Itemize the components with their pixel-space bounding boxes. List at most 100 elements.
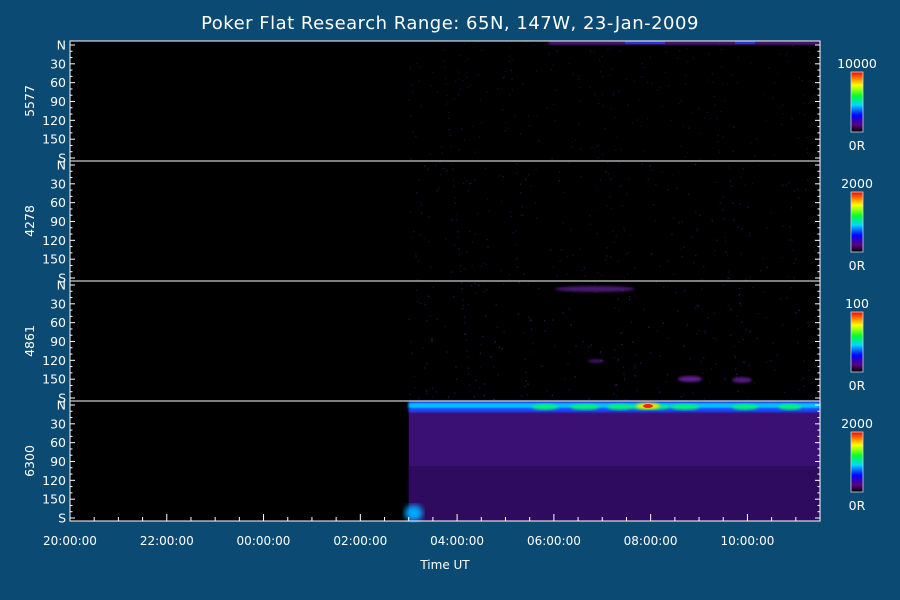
noise-pixel — [673, 273, 675, 275]
noise-pixel — [765, 361, 768, 364]
noise-pixel — [445, 83, 447, 85]
noise-pixel — [803, 102, 805, 104]
noise-pixel — [605, 254, 608, 256]
noise-pixel — [706, 111, 708, 113]
noise-pixel — [558, 171, 560, 173]
noise-pixel — [523, 332, 525, 334]
noise-pixel — [507, 127, 509, 129]
noise-pixel — [466, 350, 468, 352]
noise-pixel — [479, 367, 481, 369]
noise-pixel — [634, 267, 636, 270]
y-tick-label: 120 — [42, 113, 66, 128]
noise-pixel — [703, 265, 705, 268]
noise-pixel — [564, 378, 566, 380]
noise-pixel — [786, 52, 788, 54]
noise-pixel — [552, 64, 554, 66]
noise-pixel — [556, 50, 558, 52]
colorbar-frame — [850, 191, 864, 253]
noise-pixel — [578, 122, 580, 124]
noise-pixel — [666, 373, 669, 376]
noise-pixel — [468, 373, 470, 375]
noise-pixel — [475, 292, 477, 294]
noise-pixel — [505, 121, 507, 123]
noise-pixel — [423, 237, 425, 239]
noise-pixel — [659, 355, 661, 357]
noise-pixel — [457, 231, 459, 233]
noise-pixel — [779, 107, 781, 109]
noise-pixel — [593, 51, 596, 54]
noise-pixel — [474, 233, 476, 235]
noise-pixel — [691, 112, 693, 114]
noise-pixel — [442, 168, 445, 170]
noise-pixel — [803, 94, 806, 96]
noise-pixel — [741, 336, 743, 338]
noise-pixel — [458, 78, 460, 80]
noise-pixel — [764, 93, 766, 96]
y-tick-label: S — [58, 511, 66, 526]
noise-pixel — [606, 256, 608, 258]
noise-pixel — [629, 298, 631, 301]
noise-pixel — [512, 232, 514, 234]
noise-pixel — [760, 270, 762, 272]
noise-pixel — [697, 305, 699, 307]
noise-pixel — [508, 47, 511, 49]
x-tick-label: 22:00:00 — [140, 534, 194, 548]
noise-pixel — [632, 122, 634, 124]
noise-pixel — [501, 108, 504, 111]
noise-pixel — [616, 136, 618, 139]
noise-pixel — [534, 202, 537, 204]
noise-pixel — [774, 369, 776, 371]
emission-spot — [588, 359, 604, 363]
noise-pixel — [641, 63, 643, 65]
noise-pixel — [662, 322, 665, 324]
noise-pixel — [700, 133, 702, 135]
noise-pixel — [579, 248, 582, 250]
noise-pixel — [665, 381, 667, 383]
emission-spot — [670, 404, 700, 410]
noise-pixel — [806, 148, 809, 150]
noise-pixel — [813, 72, 815, 75]
noise-pixel — [815, 317, 817, 319]
noise-pixel — [691, 236, 693, 238]
noise-pixel — [528, 316, 530, 319]
noise-pixel — [431, 338, 433, 340]
y-tick-label: S — [58, 271, 66, 286]
noise-pixel — [711, 220, 713, 222]
noise-pixel — [678, 103, 680, 105]
noise-pixel — [729, 180, 731, 182]
noise-pixel — [739, 203, 741, 205]
noise-pixel — [445, 77, 447, 79]
noise-pixel — [617, 260, 619, 262]
noise-pixel — [527, 283, 529, 285]
noise-pixel — [516, 258, 518, 260]
noise-pixel — [583, 266, 585, 268]
noise-pixel — [483, 394, 485, 397]
panel-ylabel: 5577 — [22, 85, 37, 117]
noise-pixel — [444, 325, 446, 328]
noise-pixel — [413, 375, 415, 377]
noise-pixel — [814, 250, 817, 252]
noise-pixel — [469, 230, 471, 233]
noise-pixel — [425, 390, 428, 392]
noise-pixel — [750, 142, 752, 144]
noise-pixel — [421, 212, 423, 214]
noise-pixel — [701, 279, 703, 281]
noise-pixel — [748, 364, 750, 366]
noise-pixel — [410, 158, 412, 160]
y-tick-label: 30 — [50, 176, 66, 191]
noise-pixel — [596, 233, 598, 235]
noise-pixel — [455, 80, 457, 82]
noise-pixel — [670, 119, 672, 121]
noise-pixel — [713, 312, 715, 315]
noise-pixel — [442, 49, 445, 51]
noise-pixel — [446, 169, 448, 172]
noise-pixel — [551, 158, 553, 160]
noise-pixel — [463, 42, 465, 44]
y-tick-label: 150 — [42, 492, 66, 507]
noise-pixel — [465, 333, 467, 335]
noise-pixel — [623, 366, 625, 369]
noise-pixel — [781, 123, 783, 126]
noise-pixel — [683, 394, 685, 396]
noise-pixel — [783, 104, 785, 106]
emission-region — [408, 281, 822, 402]
